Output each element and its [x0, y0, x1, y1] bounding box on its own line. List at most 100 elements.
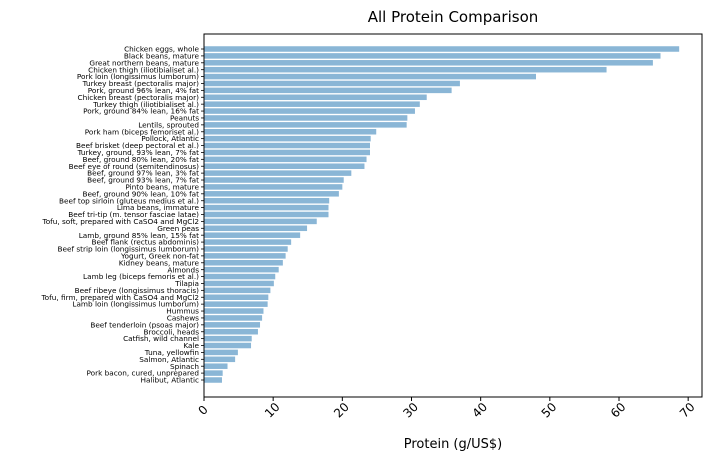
category-label: Yogurt, Greek non-fat — [120, 251, 199, 260]
category-label: Beef strip loin (longissimus lumborum) — [57, 245, 199, 254]
bar — [204, 308, 264, 314]
category-label: Chicken eggs, whole — [124, 45, 199, 54]
bar — [204, 170, 352, 176]
bar — [204, 239, 292, 245]
category-label: Pinto beans, mature — [125, 183, 199, 192]
bar — [204, 232, 301, 238]
category-label: Cashews — [167, 314, 199, 323]
x-tick-label: 0 — [196, 403, 211, 418]
bar — [204, 342, 252, 349]
bar — [204, 197, 330, 204]
category-label: Beef flank (rectus abdominis) — [91, 238, 199, 247]
category-label: Chicken breast (pectoralis major) — [78, 93, 200, 102]
chart-title: All Protein Comparison — [368, 8, 539, 26]
category-label: Beef tri-tip (m. tensor fasciae latae) — [68, 210, 199, 219]
category-label: Beef tenderloin (psoas major) — [90, 320, 199, 329]
category-label: Turkey, ground, 93% lean, 7% fat — [77, 148, 200, 157]
category-label: Chicken thigh (iliotibialiset al.) — [88, 65, 199, 74]
bar — [204, 87, 452, 94]
category-label: Lentils, sprouted — [138, 120, 199, 129]
x-axis-label: Protein (g/US$) — [404, 437, 503, 452]
category-label: Black beans, mature — [124, 51, 200, 60]
bar — [204, 184, 343, 190]
category-label: Pork bacon, cured, unprepared — [86, 369, 199, 378]
category-label: Tuna, yellowfin — [144, 348, 199, 357]
bar — [204, 225, 308, 232]
bar — [204, 46, 680, 52]
x-tick-label: 20 — [331, 400, 352, 421]
bar — [204, 73, 536, 80]
bar — [204, 377, 222, 383]
bar — [204, 53, 661, 59]
category-label: Beef, ground 93% lean, 7% fat — [87, 176, 199, 185]
bar — [204, 322, 261, 328]
bar — [204, 218, 317, 225]
bar — [204, 328, 258, 335]
category-label: Turkey thigh (iliotibialiset al.) — [92, 100, 199, 109]
bar — [204, 115, 408, 121]
category-label: Lima beans, immature — [117, 203, 200, 212]
category-label: Great northern beans, mature — [89, 58, 199, 67]
bar — [204, 122, 407, 128]
bar — [204, 260, 283, 266]
category-label: Halibut, Atlantic — [140, 376, 199, 385]
bar — [204, 128, 377, 135]
x-tick-label: 60 — [608, 400, 629, 421]
category-label: Peanuts — [170, 114, 199, 123]
bar — [204, 191, 339, 197]
category-label: Broccoli, heads — [143, 327, 199, 336]
bar — [204, 108, 415, 114]
x-tick-label: 50 — [539, 400, 560, 421]
category-label: Beef, ground 90% lean, 10% fat — [82, 189, 199, 198]
category-label: Almonds — [167, 265, 199, 274]
category-label: Beef eye of round (semitendinosus) — [69, 162, 200, 171]
bar — [204, 363, 228, 369]
bar — [204, 177, 344, 183]
category-label: Pork, ground 96% lean, 4% fat — [88, 86, 199, 95]
bar — [204, 163, 365, 169]
bar — [204, 204, 329, 211]
category-label: Catfish, wild channel — [123, 334, 199, 343]
bar — [204, 211, 329, 218]
category-label: Lamb, ground 85% lean, 15% fat — [79, 231, 199, 240]
category-label: Tofu, soft, prepared with CaSO4 and MgCl… — [41, 217, 199, 226]
bar — [204, 142, 370, 149]
category-label: Salmon, Atlantic — [139, 355, 199, 364]
x-tick-label: 70 — [677, 400, 698, 421]
bar — [204, 335, 252, 342]
category-label: Hummus — [166, 307, 199, 316]
bar — [204, 101, 420, 107]
bar — [204, 80, 460, 87]
bar — [204, 253, 286, 259]
plot-frame — [203, 33, 703, 398]
x-tick-label: 40 — [469, 400, 490, 421]
category-label: Beef brisket (deep pectoral et al.) — [76, 141, 199, 150]
bar — [204, 246, 288, 252]
bar — [204, 280, 274, 287]
bar — [204, 356, 236, 363]
bar — [204, 149, 370, 156]
bar — [204, 266, 279, 273]
category-label: Turkey breast (pectoralis major) — [82, 79, 200, 88]
category-label: Kale — [183, 341, 199, 350]
category-label: Tofu, firm, prepared with CaSO4 and MgCl… — [40, 293, 199, 302]
category-label: Beef ribeye (longissimus thoracis) — [75, 286, 200, 295]
bar — [204, 156, 367, 163]
bar — [204, 301, 268, 307]
bars-group — [204, 46, 680, 383]
x-ticks-group: 0 10 20 30 40 50 60 70 — [196, 397, 698, 421]
bar — [204, 370, 223, 376]
bar — [204, 315, 263, 321]
category-label: Pork, ground 84% lean, 16% fat — [83, 107, 199, 116]
x-tick-label: 10 — [262, 400, 283, 421]
category-label: Beef, ground 97% lean, 3% fat — [87, 169, 199, 178]
bar — [204, 66, 607, 73]
category-label: Kidney beans, mature — [119, 258, 200, 267]
category-label: Beef, ground 80% lean, 20% fat — [82, 155, 199, 164]
bar — [204, 60, 653, 66]
bar — [204, 294, 269, 301]
category-label: Pollock, Atlantic — [141, 134, 199, 143]
bar — [204, 273, 276, 280]
x-tick-label: 30 — [400, 400, 421, 421]
